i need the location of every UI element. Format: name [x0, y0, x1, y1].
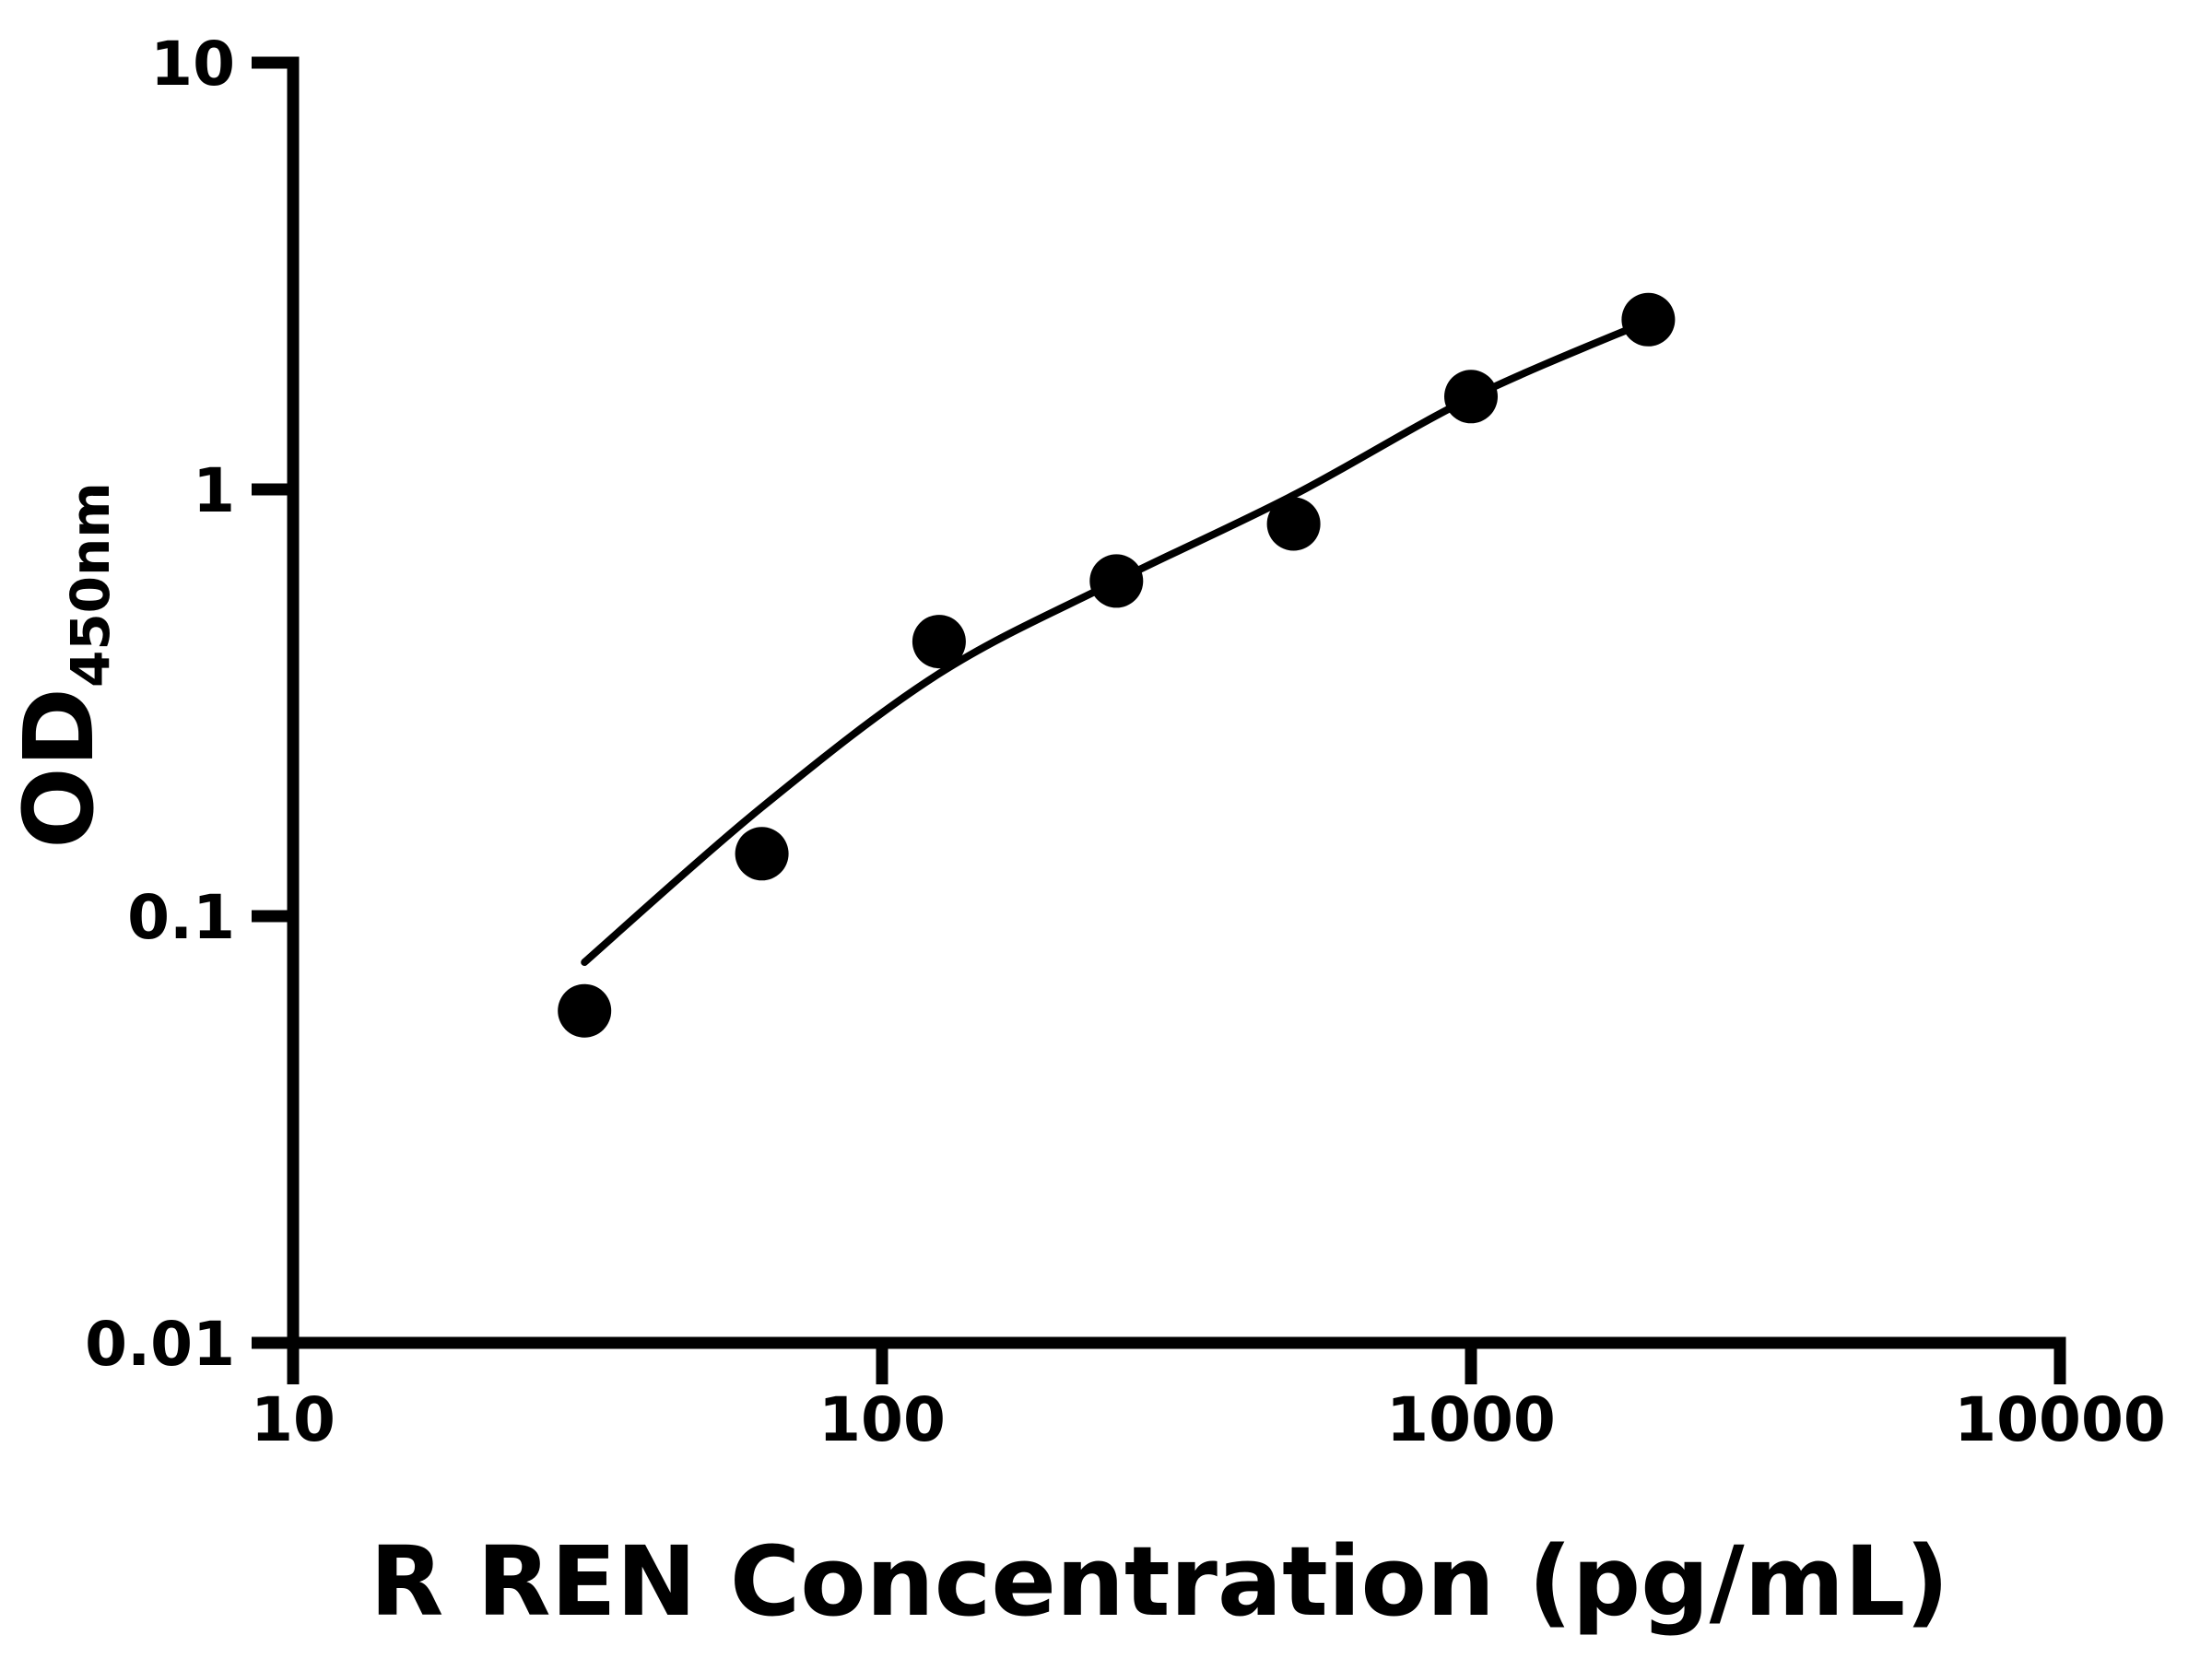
data-point: [912, 615, 966, 669]
data-point: [1266, 497, 1321, 551]
x-tick-label: 100: [818, 1384, 946, 1455]
x-tick-label: 10: [251, 1384, 335, 1455]
data-point: [1089, 554, 1144, 608]
y-tick-label: 0.1: [127, 882, 235, 953]
y-axis-title-sub: 450nm: [59, 482, 122, 688]
y-tick-label: 1: [193, 455, 235, 526]
y-axis-title: OD450nm: [3, 482, 122, 849]
x-tick-label: 10000: [1954, 1384, 2166, 1455]
x-axis-title: R REN Concentration (pg/mL): [370, 1525, 1949, 1638]
data-point: [1621, 292, 1676, 347]
data-point: [735, 827, 789, 881]
data-point: [1444, 370, 1498, 424]
data-point: [558, 983, 612, 1038]
y-tick-label: 10: [150, 29, 235, 100]
x-tick-label: 1000: [1386, 1384, 1556, 1455]
y-axis-title-main: OD: [3, 688, 115, 849]
y-tick-label: 0.01: [85, 1309, 235, 1380]
axes-spine: [287, 56, 2066, 1349]
